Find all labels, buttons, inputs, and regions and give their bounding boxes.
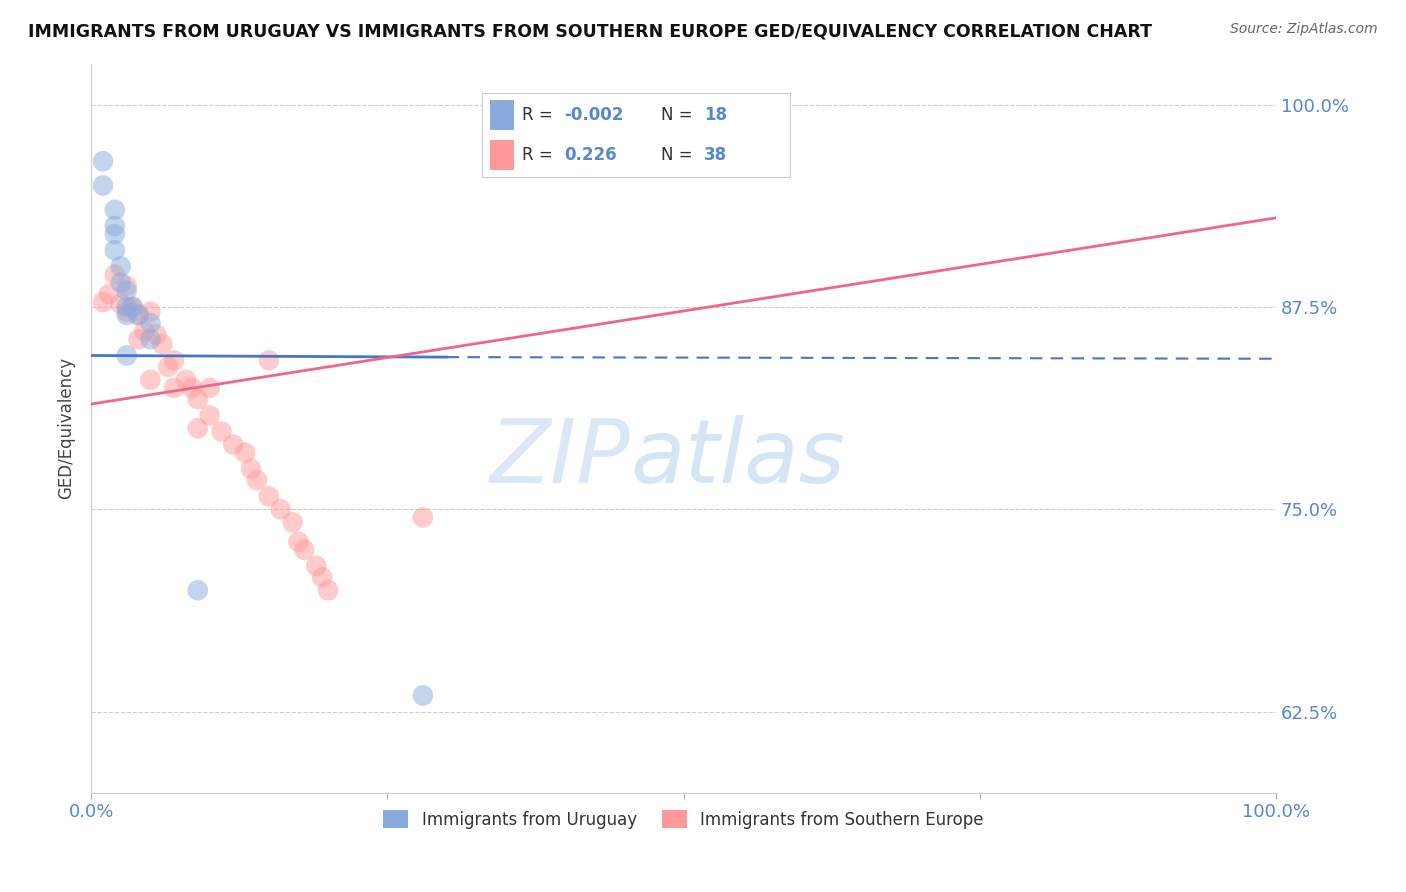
Point [128,308,150,322]
Point [222,437,245,451]
Point [104,227,127,241]
Point [110,260,132,274]
Point [270,502,292,516]
Point [240,462,263,476]
Point [115,308,138,322]
Point [163,381,186,395]
Point [257,489,280,503]
Legend: Immigrants from Uruguay, Immigrants from Southern Europe: Immigrants from Uruguay, Immigrants from… [377,804,990,835]
Text: IMMIGRANTS FROM URUGUAY VS IMMIGRANTS FROM SOUTHERN EUROPE GED/EQUIVALENCY CORRE: IMMIGRANTS FROM URUGUAY VS IMMIGRANTS FR… [28,22,1152,40]
Point [257,353,280,368]
Point [91,178,114,193]
Point [91,154,114,169]
Text: atlas: atlas [630,415,845,500]
Point [211,425,233,439]
Point [294,542,316,557]
Point [187,392,209,407]
Point [174,373,197,387]
Point [281,515,304,529]
Point [115,284,138,298]
Point [150,337,173,351]
Point [139,373,162,387]
Point [115,300,138,314]
Point [305,559,328,574]
Point [311,570,333,584]
Point [139,332,162,346]
Point [104,244,127,258]
Point [316,583,339,598]
Text: Source: ZipAtlas.com: Source: ZipAtlas.com [1230,22,1378,37]
Point [163,353,186,368]
Point [104,202,127,217]
Point [128,308,150,322]
Point [115,278,138,293]
Point [115,305,138,319]
Point [115,349,138,363]
Point [246,473,269,487]
Point [145,327,167,342]
Point [198,381,221,395]
Point [128,332,150,346]
Point [91,295,114,310]
Point [187,583,209,598]
Point [110,296,132,310]
Point [180,381,202,395]
Point [412,689,434,703]
Point [287,534,309,549]
Point [134,324,156,338]
Point [412,510,434,524]
Point [187,421,209,435]
Point [139,316,162,330]
Point [104,268,127,282]
Point [157,359,180,374]
Point [121,300,143,314]
Point [97,287,120,301]
Point [110,276,132,290]
Point [121,300,143,314]
Point [104,219,127,233]
Point [139,305,162,319]
Point [198,409,221,423]
Y-axis label: GED/Equivalency: GED/Equivalency [58,358,75,500]
Text: ZIP: ZIP [489,415,630,500]
Point [233,445,256,459]
